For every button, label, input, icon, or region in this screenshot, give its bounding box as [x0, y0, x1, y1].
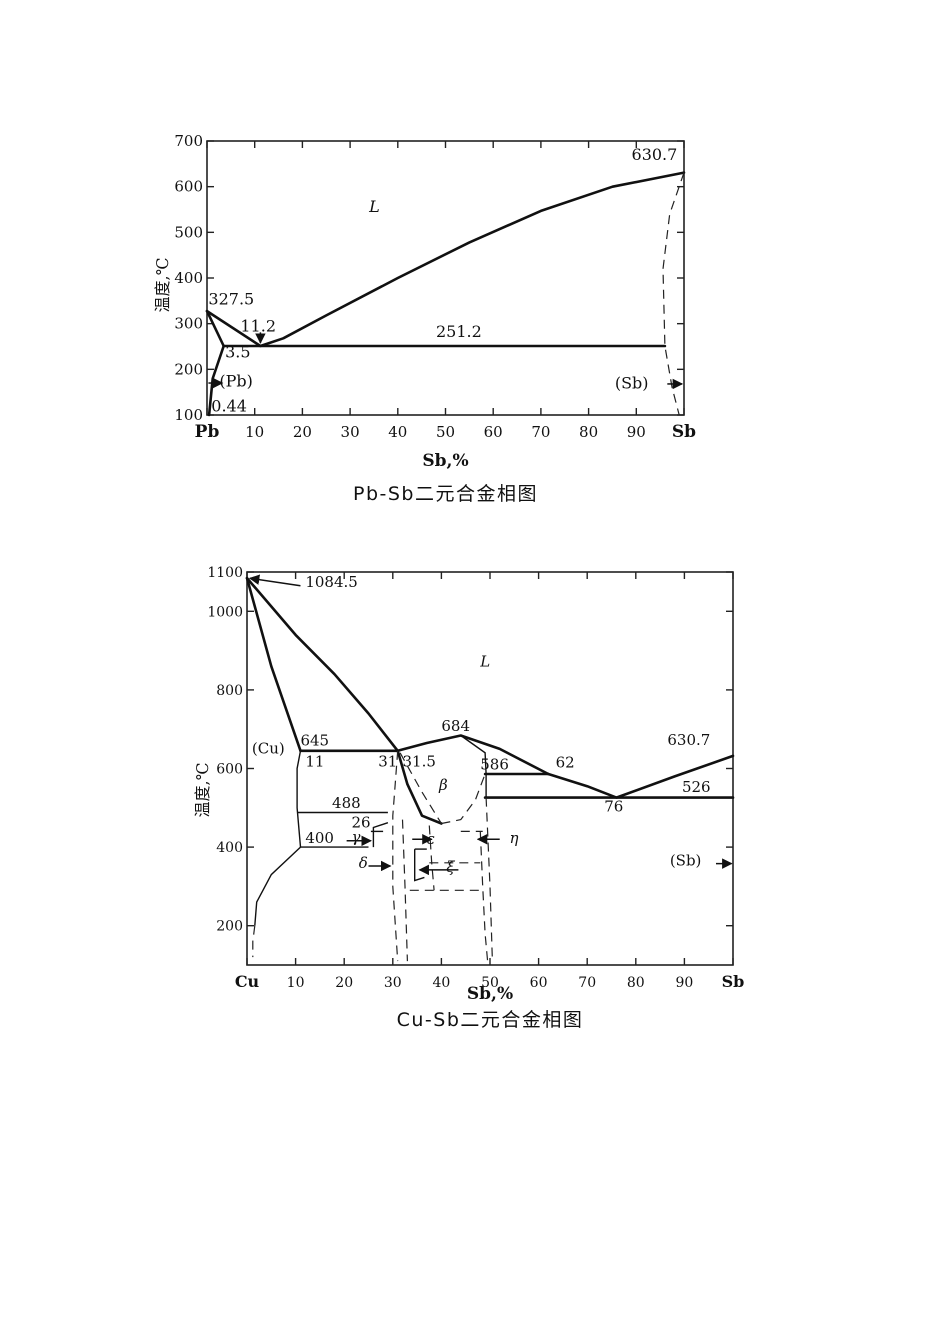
point-label: ξ	[446, 858, 455, 876]
y-tick-label: 200	[216, 919, 243, 935]
x-tick-label: 60	[484, 423, 503, 441]
x-tick-label: Cu	[235, 972, 260, 991]
x-tick-label: 80	[627, 975, 645, 991]
point-label: 62	[556, 754, 575, 772]
point-label: δ	[359, 854, 368, 872]
x-tick-label: 20	[335, 975, 353, 991]
point-label: 630.7	[632, 145, 678, 164]
x-tick-label: 50	[436, 423, 455, 441]
x-tick-label: Pb	[195, 422, 220, 442]
x-tick-label: 20	[293, 423, 312, 441]
point-label: η	[509, 829, 518, 847]
point-label: 31	[378, 753, 397, 771]
point-label: (Sb)	[670, 852, 702, 870]
x-tick-label: 30	[341, 423, 360, 441]
point-label: 526	[682, 778, 711, 796]
x-tick-label: 60	[530, 975, 548, 991]
y-tick-label: 200	[174, 360, 203, 378]
phase-boundary-line	[296, 750, 302, 848]
x-axis-label: Sb,%	[467, 984, 513, 1004]
x-tick-label: 30	[384, 975, 402, 991]
y-tick-label: 600	[216, 762, 243, 778]
y-tick-label: 500	[174, 223, 203, 241]
phase-boundary-dashed	[479, 831, 489, 962]
pb-sb-phase-diagram: 100 200 300 400 500 600 700 Pb 10 20 30 40 50 60 70 80 9…	[153, 132, 696, 505]
point-label: 645	[300, 732, 329, 750]
x-tick-label: 80	[579, 423, 598, 441]
x-tick-label: Sb	[722, 972, 745, 991]
x-tick-label: Sb	[672, 422, 696, 442]
x-tick-label: 40	[388, 423, 407, 441]
phase-boundary-line	[245, 576, 302, 753]
phase-boundary-line	[414, 849, 425, 882]
y-tick-label: 600	[174, 178, 203, 196]
x-tick-label: 70	[531, 423, 550, 441]
pointer-arrow	[248, 574, 301, 587]
phase-boundary-dashed	[662, 172, 685, 416]
y-tick-label: 300	[174, 315, 203, 333]
x-tick-label: 10	[287, 975, 305, 991]
point-label: 11.2	[240, 316, 276, 335]
phase-boundary-dashed	[401, 819, 408, 962]
x-tick-label: 10	[245, 423, 264, 441]
point-label: 26	[351, 813, 370, 831]
y-tick-label: 1100	[207, 565, 243, 581]
phase-boundary-line	[205, 171, 686, 348]
point-label: 76	[604, 798, 623, 816]
point-label: L	[368, 197, 380, 216]
y-axis-label: 温度,℃	[153, 258, 172, 313]
y-tick-label: 1000	[207, 604, 243, 620]
figure-caption: Cu-Sb二元合金相图	[397, 1009, 584, 1031]
y-tick-label: 400	[174, 269, 203, 287]
point-label: 3.5	[225, 342, 250, 361]
point-label: L	[479, 652, 490, 670]
point-label: (Pb)	[219, 372, 253, 391]
phase-boundary-line	[460, 734, 487, 798]
phase-boundary-line	[254, 846, 301, 926]
point-label: 400	[305, 829, 334, 847]
x-axis-label: Sb,%	[422, 451, 468, 471]
phase-boundary-dashed	[485, 797, 493, 962]
x-tick-label: 70	[578, 975, 596, 991]
point-label: 251.2	[436, 322, 482, 341]
point-label: 586	[480, 756, 509, 774]
phase-boundary-line	[396, 749, 443, 825]
point-label: β	[438, 776, 448, 794]
phase-boundary-line	[372, 822, 389, 848]
point-label: 327.5	[208, 289, 254, 308]
phase-boundary-dashed	[441, 773, 486, 825]
point-label: 31.5	[403, 753, 436, 771]
phase-boundary-line	[245, 576, 399, 753]
cu-sb-phase-diagram: 200 400 600 800 1000 1100 Cu 10 20 30 40 50 60 70 80 90…	[193, 565, 744, 1031]
x-tick-label: 90	[675, 975, 693, 991]
y-tick-label: 400	[216, 840, 243, 856]
point-label: γ	[351, 828, 360, 846]
point-label: 0.44	[211, 396, 247, 415]
point-label: 1084.5	[305, 573, 358, 591]
plot-frame	[206, 140, 685, 416]
phase-boundary-dashed	[252, 925, 256, 958]
point-label: (Cu)	[252, 740, 285, 758]
y-tick-label: 700	[174, 132, 203, 150]
y-axis-label: 温度,℃	[193, 763, 212, 818]
phase-boundary-line	[207, 344, 225, 417]
y-tick-label: 800	[216, 683, 243, 699]
figure-caption: Pb-Sb二元合金相图	[353, 483, 538, 505]
point-label: 630.7	[667, 731, 710, 749]
x-tick-label: 50	[481, 975, 499, 991]
point-label: 488	[332, 794, 361, 812]
point-label: 684	[441, 717, 470, 735]
point-label: 11	[305, 753, 324, 771]
y-tick-label: 100	[174, 406, 203, 424]
x-tick-label: 90	[627, 423, 646, 441]
phase-boundary-line	[205, 309, 225, 348]
point-label: (Sb)	[615, 374, 649, 393]
x-tick-label: 40	[432, 975, 450, 991]
phase-boundary-dashed	[392, 750, 399, 962]
